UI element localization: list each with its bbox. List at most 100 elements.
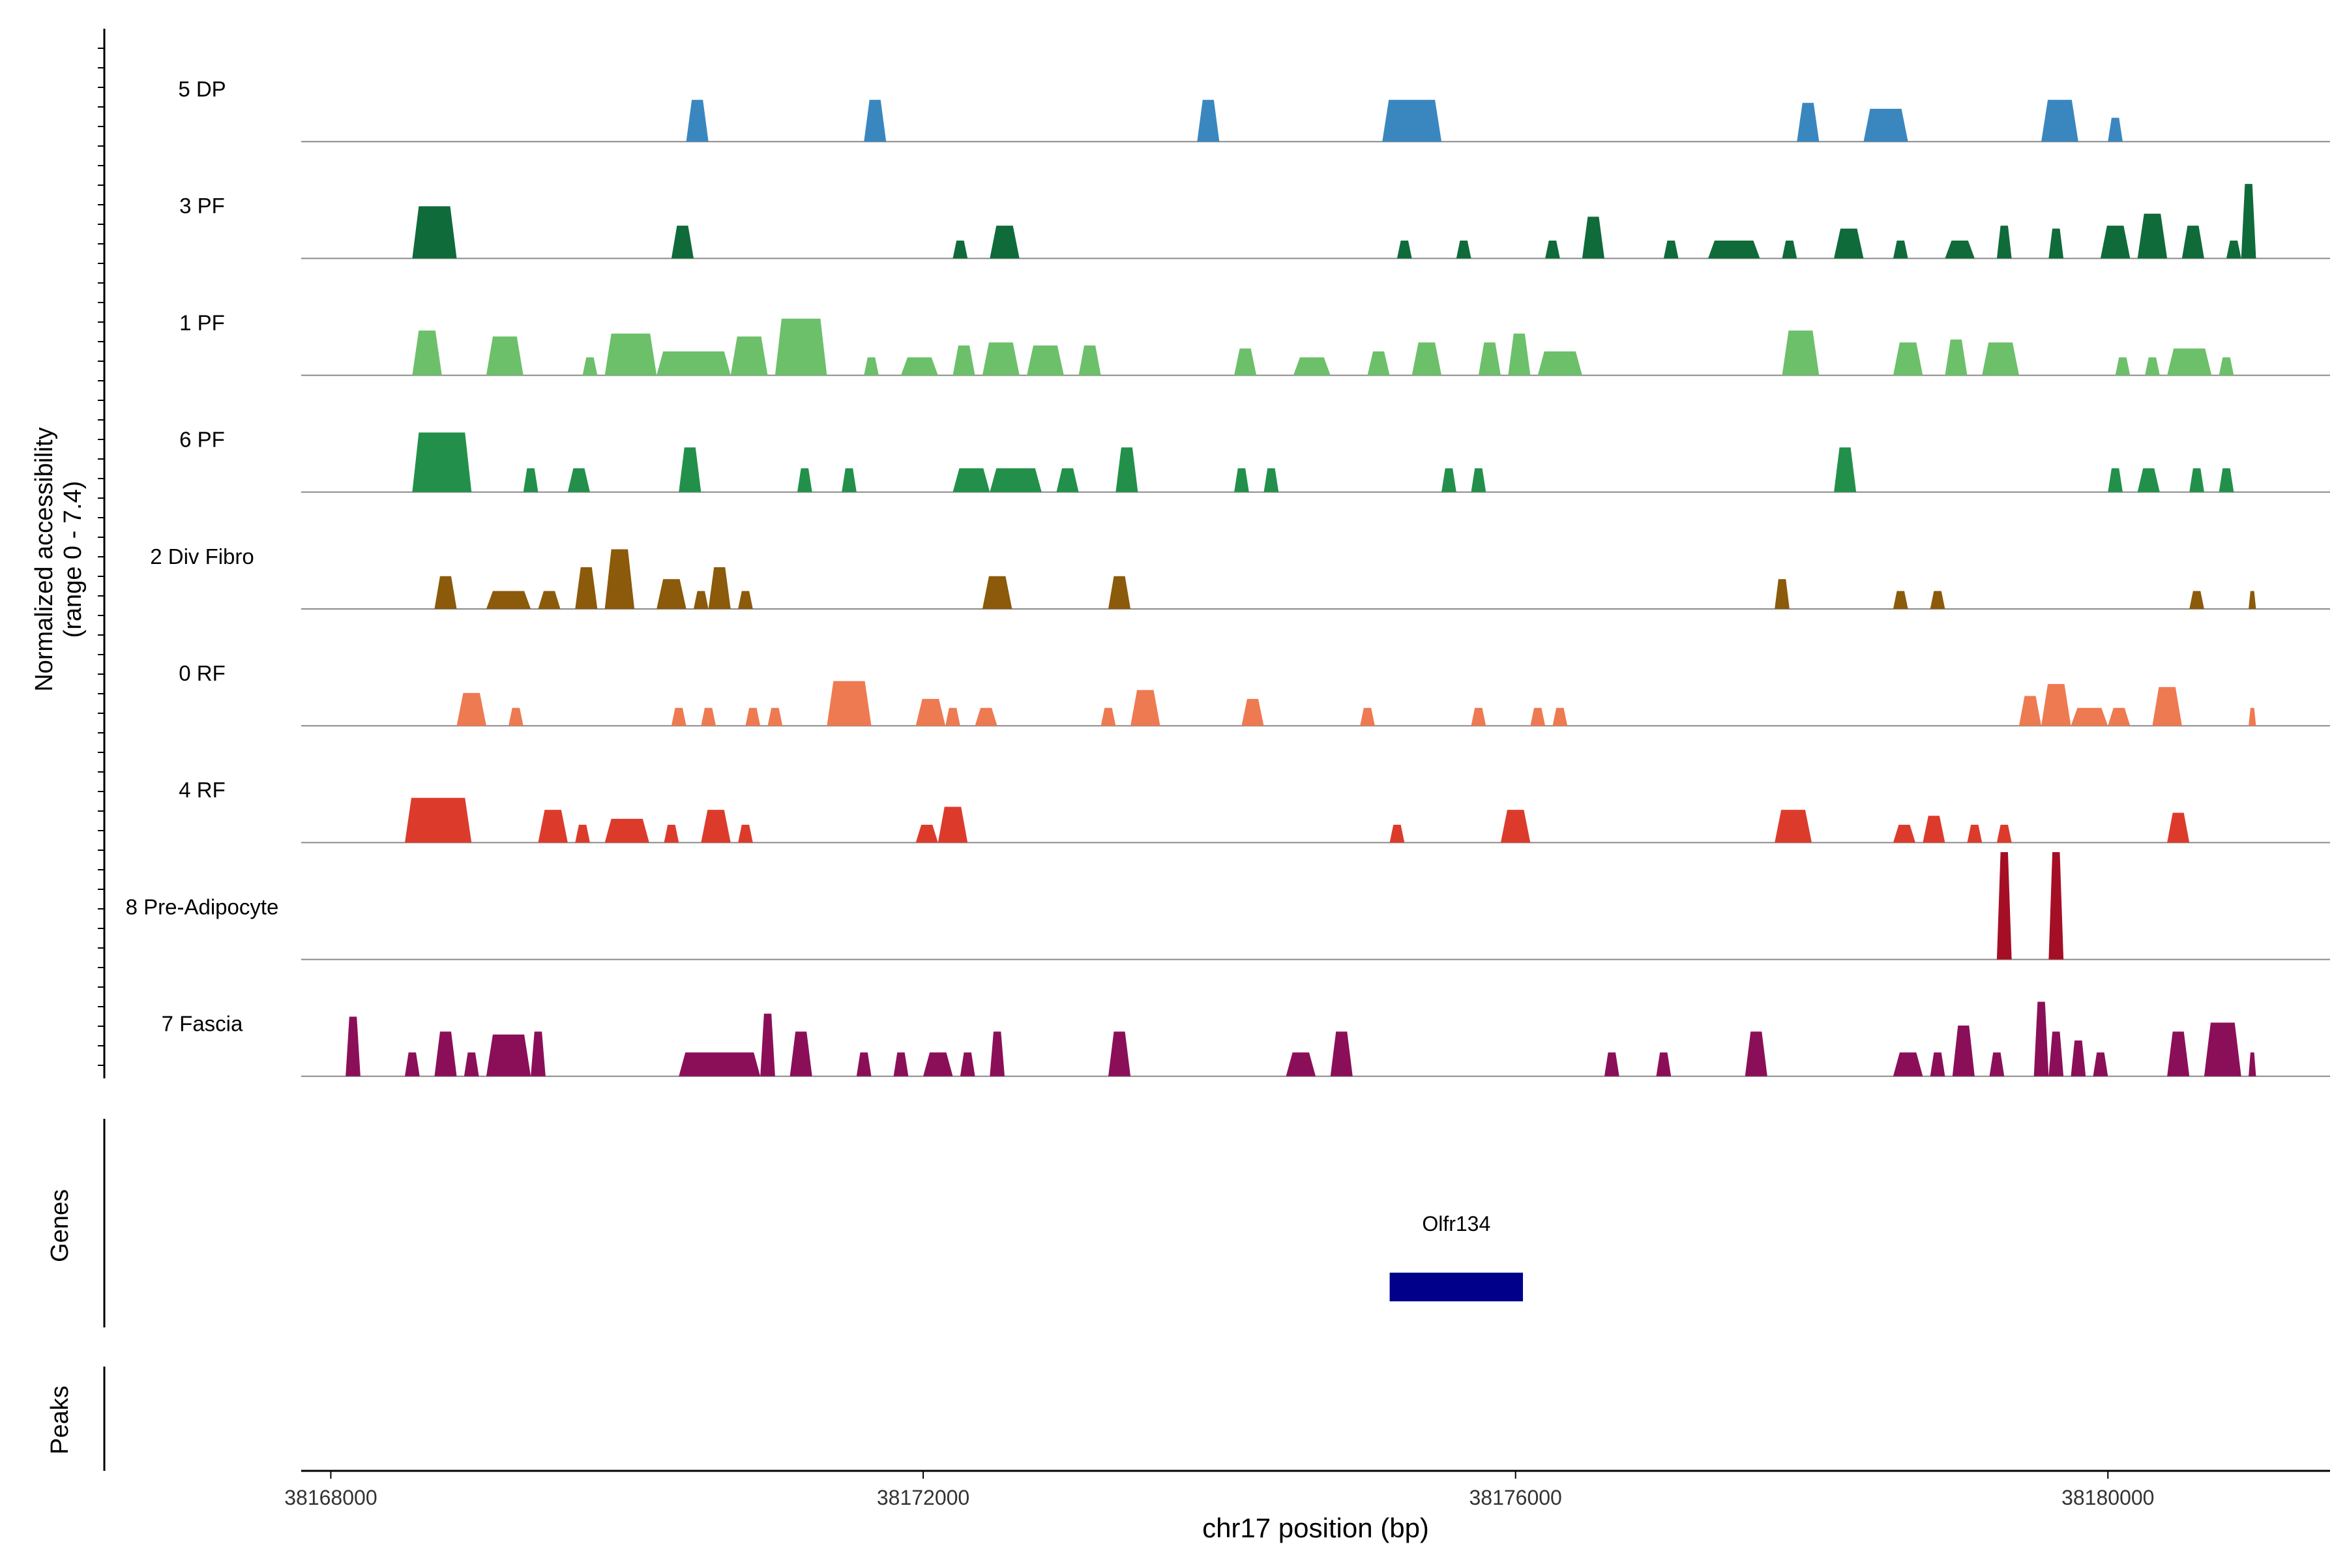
coverage-peak (671, 226, 694, 259)
coverage-peak (2137, 468, 2160, 492)
coverage-peak (1745, 1031, 1767, 1076)
coverage-peak (1286, 1052, 1316, 1076)
coverage-peak (1441, 468, 1456, 492)
coverage-peak (1234, 468, 1249, 492)
coverage-peak (1930, 591, 1945, 609)
coverage-peak (1834, 228, 1864, 259)
coverage-peak (1478, 342, 1501, 376)
coverage-peak (1500, 810, 1531, 843)
coverage-peak (1263, 468, 1279, 492)
coverage-peak (486, 1034, 531, 1076)
coverage-peak (982, 342, 1020, 376)
coverage-peak (1130, 690, 1160, 726)
coverage-peak (2219, 468, 2234, 492)
coverage-peak (693, 591, 709, 609)
coverage-peak (456, 692, 486, 726)
coverage-peak (952, 240, 968, 259)
coverage-peak (900, 357, 938, 376)
gene-body (1389, 1273, 1524, 1301)
coverage-peak (1656, 1052, 1672, 1076)
coverage-peak (893, 1052, 909, 1076)
track-0-rf: 0 RF (179, 661, 2330, 727)
coverage-peak (2249, 591, 2256, 609)
coverage-peak (1604, 1052, 1619, 1076)
coverage-peak (1530, 707, 1546, 726)
coverage-peak (2115, 357, 2131, 376)
coverage-peak (486, 336, 524, 376)
y-axis-label-line1: Normalized accessibility (31, 427, 58, 691)
coverage-peak (1471, 468, 1486, 492)
coverage-peak (2100, 226, 2131, 259)
coverage-peak (1471, 707, 1486, 726)
x-tick-label: 38168000 (284, 1486, 377, 1509)
coverage-peak (1775, 810, 1812, 843)
coverage-peak (2167, 348, 2212, 376)
coverage-peak (1967, 824, 1983, 843)
coverage-peak (864, 357, 879, 376)
coverage-peak (2241, 184, 2256, 259)
coverage-peak (679, 1052, 761, 1076)
coverage-peak (1389, 824, 1405, 843)
x-tick-label: 38176000 (1469, 1486, 1561, 1509)
coverage-peak (2167, 812, 2190, 843)
coverage-peak (1945, 240, 1975, 259)
coverage-peak (1893, 342, 1923, 376)
coverage-peak (2093, 1052, 2108, 1076)
track-label: 7 Fascia (162, 1012, 243, 1036)
coverage-peak (1834, 447, 1857, 492)
genes-track: Olfr134 (1389, 1212, 1524, 1301)
coverage-peak (657, 579, 686, 609)
coverage-peak (1456, 240, 1471, 259)
coverage-peak (1707, 240, 1760, 259)
coverage-peak (575, 824, 590, 843)
coverage-peak (509, 707, 524, 726)
coverage-peak (2048, 228, 2064, 259)
coverage-peak (464, 1052, 479, 1076)
track-label: 1 PF (179, 310, 225, 334)
coverage-peak (1923, 816, 1945, 843)
coverage-peak (915, 699, 946, 726)
coverage-peak (1930, 1052, 1945, 1076)
coverage-peak (671, 707, 686, 726)
track-label: 4 RF (179, 778, 226, 802)
coverage-peak (1537, 351, 1582, 376)
coverage-peak (2204, 1022, 2241, 1076)
coverage-peak (945, 707, 960, 726)
coverage-peak (1027, 345, 1064, 376)
coverage-peak (567, 468, 590, 492)
coverage-peak (1411, 342, 1442, 376)
coverage-peak (1996, 824, 2012, 843)
coverage-peak (990, 226, 1020, 259)
coverage-peak (1545, 240, 1560, 259)
coverage-peak (2145, 357, 2160, 376)
coverage-peak (1078, 345, 1101, 376)
coverage-peak (604, 333, 657, 376)
coverage-peak (412, 206, 457, 259)
coverage-peak (952, 345, 975, 376)
coverage-peak (1863, 108, 1908, 142)
track-label: 2 Div Fibro (150, 544, 254, 569)
track-label: 8 Pre-Adipocyte (126, 895, 279, 919)
coverage-peak (738, 591, 753, 609)
coverage-peak (1360, 707, 1375, 726)
coverage-peak (2249, 1052, 2256, 1076)
coverage-peak (701, 810, 731, 843)
coverage-peak (1056, 468, 1079, 492)
coverage-peak (1115, 447, 1138, 492)
coverage-peak (2219, 357, 2234, 376)
coverage-peak (790, 1031, 812, 1076)
coverage-peak (767, 707, 783, 726)
coverage-peak (1996, 851, 2012, 960)
coverage-peak (2181, 226, 2204, 259)
coverage-peak (2108, 468, 2123, 492)
coverage-peak (664, 824, 679, 843)
coverage-peak (2048, 851, 2064, 960)
coverage-peak (1663, 240, 1679, 259)
y-axis-label-line2: (range 0 - 7.4) (59, 481, 87, 638)
track-2-div-fibro: 2 Div Fibro (150, 544, 2330, 610)
track-7-fascia: 7 Fascia (162, 1001, 2330, 1077)
coverage-peak (864, 100, 887, 142)
coverage-peak (486, 591, 531, 609)
coverage-peak (1552, 707, 1568, 726)
